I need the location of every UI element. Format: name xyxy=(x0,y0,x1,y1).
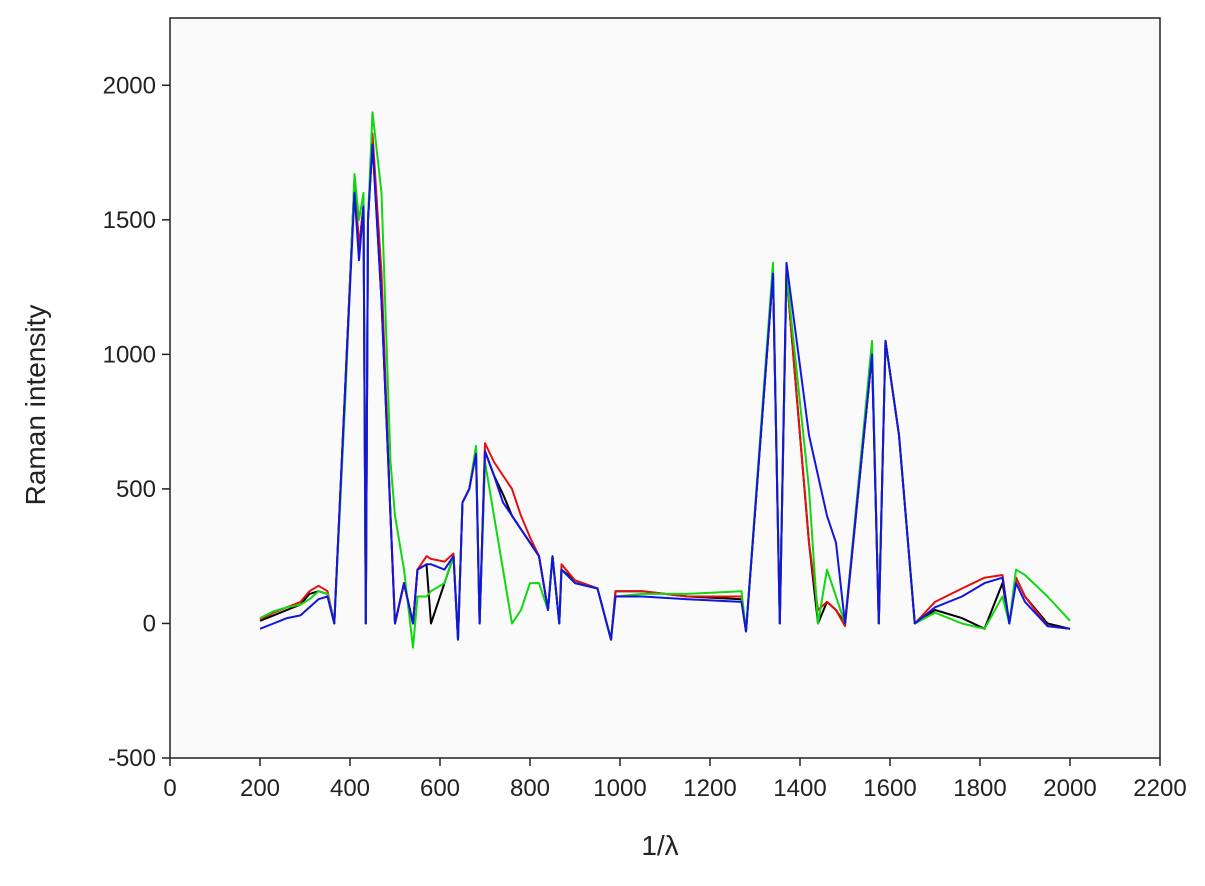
x-tick-label: 200 xyxy=(240,775,280,802)
x-tick-label: 1600 xyxy=(863,775,916,802)
x-tick-label: 800 xyxy=(510,775,550,802)
y-tick-label: 1500 xyxy=(103,207,156,234)
x-tick-label: 1800 xyxy=(953,775,1006,802)
x-axis-label: 1/λ xyxy=(641,830,678,861)
x-tick-label: 1000 xyxy=(593,775,646,802)
y-tick-label: 2000 xyxy=(103,72,156,99)
x-tick-label: 400 xyxy=(330,775,370,802)
y-tick-label: 1000 xyxy=(103,341,156,368)
x-tick-label: 2200 xyxy=(1133,775,1186,802)
x-tick-label: 2000 xyxy=(1043,775,1096,802)
y-tick-label: -500 xyxy=(108,745,156,772)
x-tick-label: 600 xyxy=(420,775,460,802)
x-tick-label: 1400 xyxy=(773,775,826,802)
x-tick-label: 1200 xyxy=(683,775,736,802)
x-tick-label: 0 xyxy=(163,775,176,802)
series-line xyxy=(259,143,1071,641)
y-tick-label: 0 xyxy=(143,610,156,637)
y-axis-label: Raman intensity xyxy=(20,305,51,506)
plot-area xyxy=(169,17,1161,759)
y-tick-label: 500 xyxy=(116,476,156,503)
